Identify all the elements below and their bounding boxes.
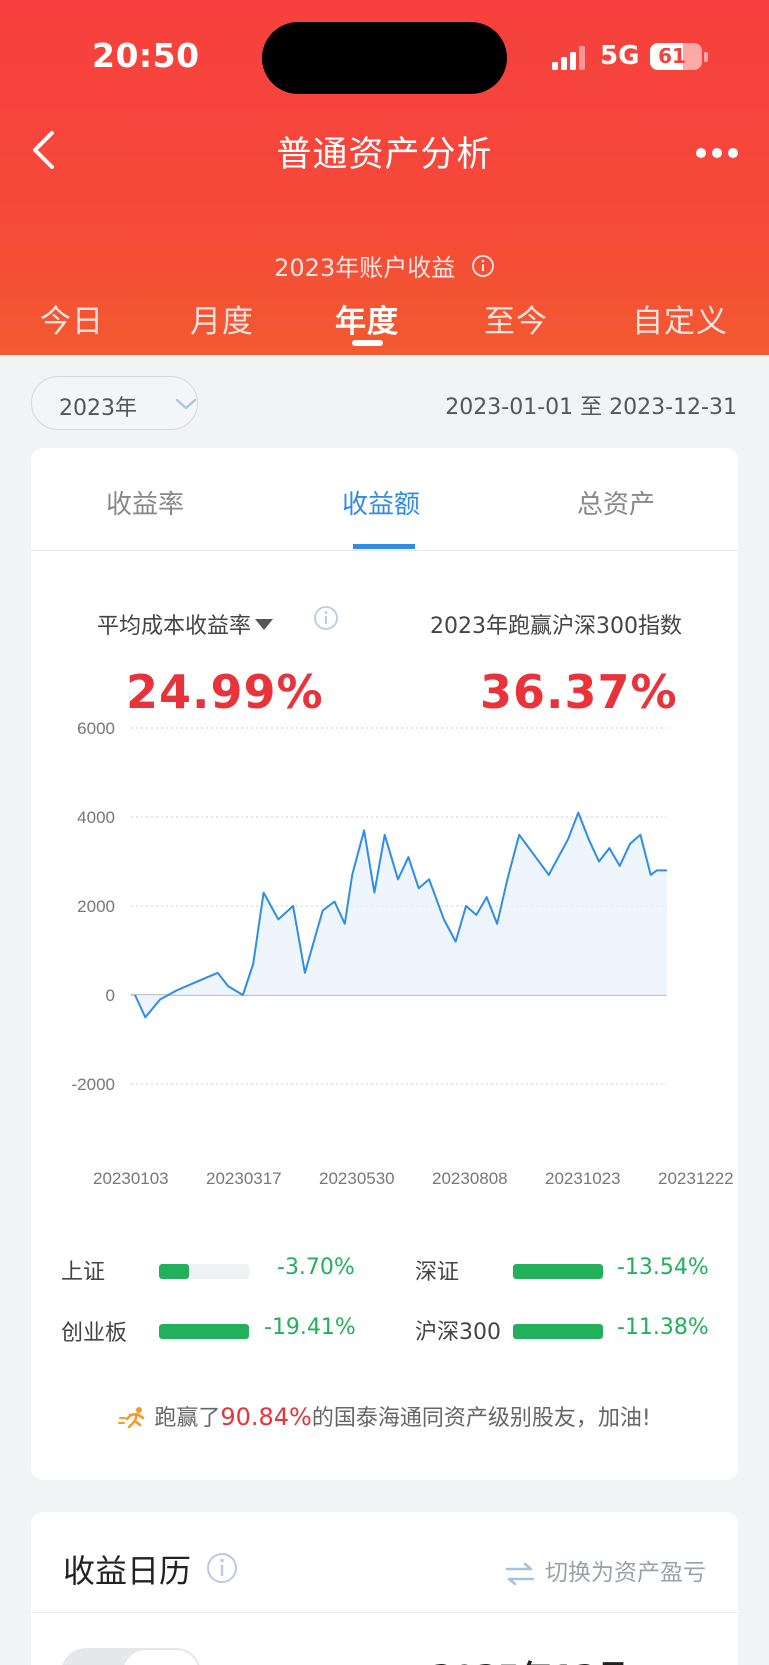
x-tick-label: 20230103 bbox=[93, 1169, 169, 1188]
index-sz-label: 深证 bbox=[415, 1260, 460, 1285]
analysis-card: 收益率 收益额 总资产 平均成本收益率 2023年跑赢沪深300指数 24.99… bbox=[31, 448, 738, 1480]
tab-yearly[interactable]: 年度 bbox=[335, 304, 399, 340]
x-tick-label: 20230317 bbox=[206, 1169, 282, 1188]
index-sz-value: -13.54% bbox=[617, 1255, 709, 1280]
metric-left-label[interactable]: 平均成本收益率 bbox=[97, 608, 274, 640]
year-month-toggle[interactable]: 年 月 bbox=[61, 1648, 201, 1665]
y-tick-label: 2000 bbox=[77, 897, 115, 916]
battery-level: 61 bbox=[658, 44, 686, 68]
battery-icon: 61 bbox=[650, 43, 702, 70]
index-hs300-bar bbox=[513, 1324, 603, 1339]
metric-left-value: 24.99% bbox=[126, 665, 324, 719]
y-tick-label: -2000 bbox=[72, 1075, 115, 1094]
series-area bbox=[135, 812, 667, 1018]
year-select[interactable]: 2023年 bbox=[31, 376, 198, 430]
info-icon[interactable] bbox=[206, 1552, 238, 1584]
metric-left-label-text: 平均成本收益率 bbox=[97, 614, 252, 639]
status-time: 20:50 bbox=[92, 36, 200, 75]
index-gem-value: -19.41% bbox=[264, 1315, 356, 1340]
calendar-title: 收益日历 bbox=[63, 1552, 192, 1590]
index-gem-bar bbox=[159, 1324, 249, 1339]
tab-return-amount[interactable]: 收益额 bbox=[342, 490, 421, 520]
tab-indicator bbox=[352, 340, 383, 346]
x-tick-label: 20230808 bbox=[432, 1169, 508, 1188]
index-sz-bar bbox=[513, 1264, 603, 1279]
series-line bbox=[134, 811, 667, 1019]
index-sh-bar bbox=[159, 1264, 249, 1279]
toggle-year[interactable]: 年 bbox=[85, 1659, 107, 1665]
tab-to-date[interactable]: 至今 bbox=[484, 304, 548, 340]
network-label: 5G bbox=[600, 41, 640, 71]
signal-icon bbox=[552, 46, 586, 70]
index-sh-value: -3.70% bbox=[277, 1255, 355, 1280]
beat-suffix: 的国泰海通同资产级别股友，加油! bbox=[311, 1406, 651, 1431]
sub-tab-indicator bbox=[353, 544, 415, 549]
x-tick-label: 20231222 bbox=[658, 1169, 734, 1188]
toggle-month[interactable]: 月 bbox=[151, 1659, 173, 1665]
calendar-month[interactable]: 2025年12月 bbox=[431, 1652, 629, 1665]
profit-chart: 6000 4000 2000 0 -2000 20230103 20230317 202305… bbox=[72, 719, 734, 1188]
beat-prefix: 跑赢了 bbox=[154, 1406, 221, 1431]
x-tick-label: 20231023 bbox=[545, 1169, 621, 1188]
index-gem-label: 创业板 bbox=[61, 1321, 128, 1346]
y-tick-label: 6000 bbox=[77, 719, 115, 738]
swap-icon bbox=[505, 1562, 535, 1585]
chevron-down-icon bbox=[175, 398, 197, 410]
summary-title-text: 2023年账户收益 bbox=[274, 254, 456, 282]
tab-total-assets[interactable]: 总资产 bbox=[577, 490, 656, 520]
info-icon[interactable] bbox=[313, 605, 339, 631]
profit-calendar-card: 收益日历 切换为资产盈亏 年 月 2025年12月 bbox=[31, 1512, 738, 1665]
caret-down-icon bbox=[255, 618, 274, 630]
beat-percent: 90.84% bbox=[220, 1403, 312, 1431]
tab-today[interactable]: 今日 bbox=[40, 304, 104, 340]
runner-icon bbox=[118, 1407, 145, 1429]
more-icon[interactable] bbox=[696, 148, 738, 158]
index-sh-label: 上证 bbox=[61, 1260, 106, 1285]
year-select-value: 2023年 bbox=[59, 396, 137, 421]
divider bbox=[31, 1612, 738, 1613]
page-title: 普通资产分析 bbox=[276, 135, 493, 175]
tab-monthly[interactable]: 月度 bbox=[190, 304, 254, 340]
switch-view-button[interactable]: 切换为资产盈亏 bbox=[505, 1553, 706, 1587]
tab-return-rate[interactable]: 收益率 bbox=[106, 490, 185, 520]
date-range: 2023-01-01 至 2023-12-31 bbox=[445, 395, 737, 420]
y-tick-label: 0 bbox=[106, 986, 115, 1005]
metric-right-value: 36.37% bbox=[480, 665, 678, 719]
index-hs300-label: 沪深300 bbox=[415, 1320, 501, 1345]
summary-title: 2023年账户收益 bbox=[0, 248, 769, 283]
info-icon[interactable] bbox=[471, 254, 495, 278]
x-tick-label: 20230530 bbox=[319, 1169, 395, 1188]
header-area: 20:50 5G 61 普通资产分析 2023年账户收益 今日 月度 年度 至今… bbox=[0, 0, 769, 355]
metric-right-label: 2023年跑赢沪深300指数 bbox=[430, 614, 682, 639]
period-tabs: 今日 月度 年度 至今 自定义 bbox=[0, 296, 769, 346]
dynamic-island bbox=[262, 22, 507, 94]
switch-view-label: 切换为资产盈亏 bbox=[545, 1560, 706, 1586]
divider bbox=[31, 550, 738, 551]
index-hs300-value: -11.38% bbox=[617, 1315, 709, 1340]
tab-custom[interactable]: 自定义 bbox=[632, 304, 728, 340]
y-tick-label: 4000 bbox=[77, 808, 115, 827]
back-arrow-icon[interactable] bbox=[28, 130, 60, 170]
beat-text: 跑赢了90.84%的国泰海通同资产级别股友，加油! bbox=[31, 1400, 738, 1432]
